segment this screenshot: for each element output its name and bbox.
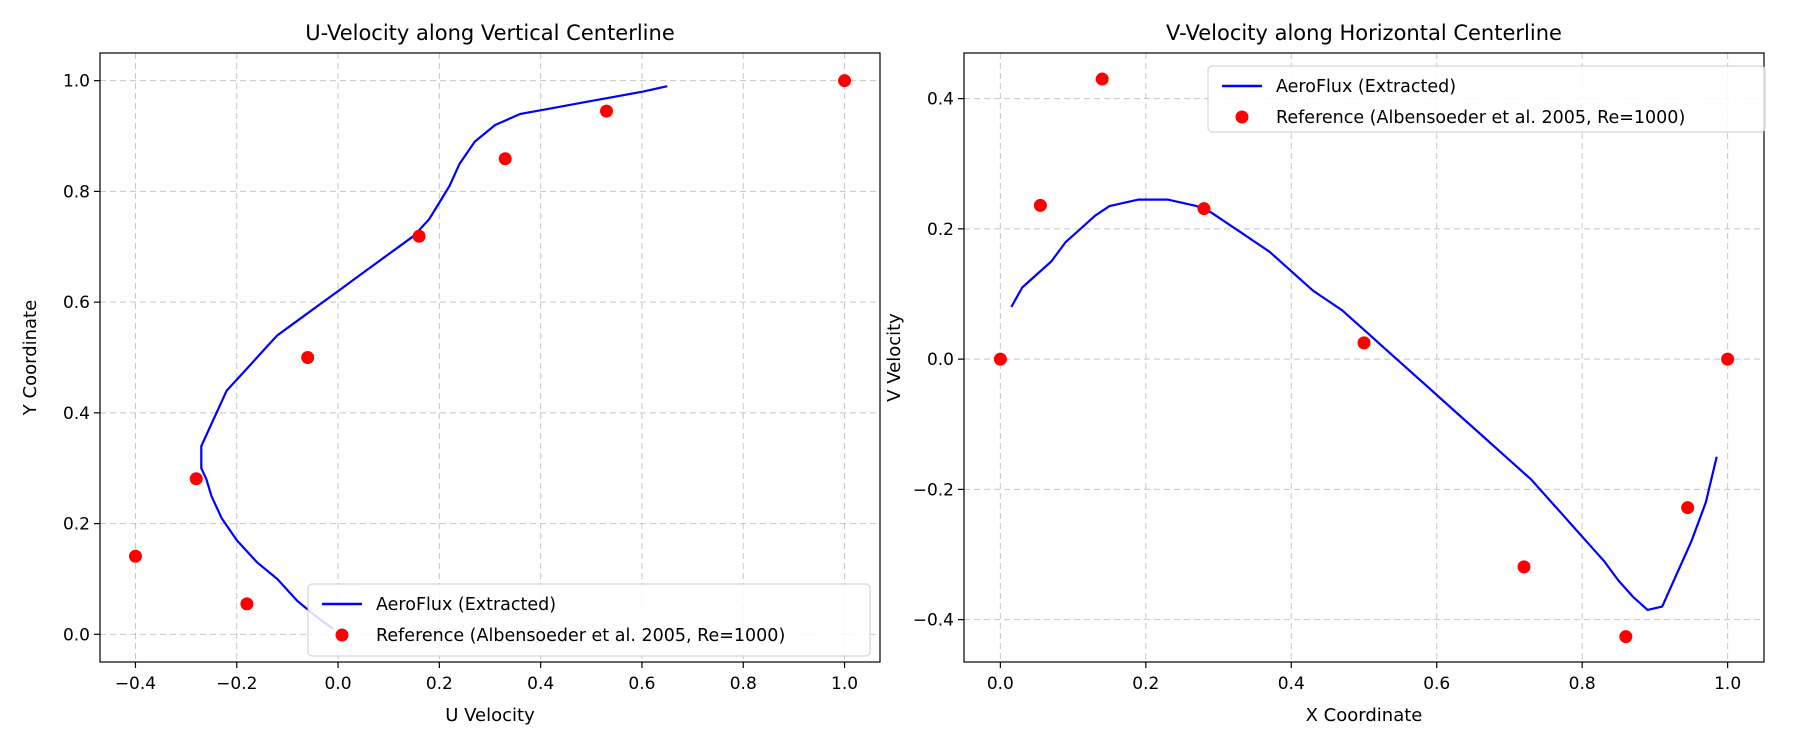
reference-point (1721, 352, 1735, 366)
y-tick-label: 0.0 (927, 350, 954, 370)
y-tick-label: 0.6 (63, 293, 90, 313)
reference-point (1197, 202, 1211, 216)
reference-point (1517, 560, 1531, 574)
y-tick-label: 0.0 (63, 625, 90, 645)
reference-point (838, 74, 852, 88)
legend-label: AeroFlux (Extracted) (1276, 77, 1456, 97)
x-tick-label: −0.2 (216, 674, 257, 694)
x-tick-label: 0.4 (1278, 674, 1305, 694)
legend-label: AeroFlux (Extracted) (376, 595, 556, 615)
x-tick-label: 0.2 (426, 674, 453, 694)
reference-point (1095, 72, 1109, 86)
reference-point (412, 229, 426, 243)
y-axis-label: V Velocity (884, 313, 905, 402)
chart-title: U-Velocity along Vertical Centerline (305, 21, 675, 45)
reference-point (1681, 501, 1695, 515)
reference-point (189, 472, 203, 486)
x-tick-label: 0.6 (628, 674, 655, 694)
y-tick-label: −0.2 (913, 480, 954, 500)
series-line-aeroflux (1010, 198, 1718, 612)
y-tick-label: 0.4 (927, 90, 954, 110)
reference-point (128, 549, 142, 563)
y-tick-label: −0.4 (913, 611, 954, 631)
x-tick-label: 0.4 (527, 674, 554, 694)
legend-label: Reference (Albensoeder et al. 2005, Re=1… (376, 626, 785, 646)
reference-point (240, 597, 254, 611)
x-tick-label: 0.0 (325, 674, 352, 694)
x-tick-label: 0.2 (1132, 674, 1159, 694)
x-tick-label: 0.6 (1423, 674, 1450, 694)
axes-frame (99, 52, 881, 663)
x-tick-label: 0.0 (987, 674, 1014, 694)
u-velocity-panel: −0.4 −0.2 0.0 0.2 0.4 0.6 0.8 1.0 0.0 0.2 0.4 0.6 0.… (20, 21, 881, 726)
x-tick-label: −0.4 (115, 674, 156, 694)
x-tick-label: 1.0 (1714, 674, 1741, 694)
x-tick-label: 0.8 (1569, 674, 1596, 694)
reference-point (599, 104, 613, 118)
axes-frame (963, 52, 1765, 663)
y-tick-label: 1.0 (63, 72, 90, 92)
legend: AeroFlux (Extracted) Reference (Albensoed… (1207, 65, 1766, 133)
y-tick-label: 0.2 (63, 515, 90, 535)
reference-point (1619, 630, 1633, 644)
reference-point (301, 351, 315, 364)
legend-label: Reference (Albensoeder et al. 2005, Re=1… (1276, 108, 1685, 128)
x-tick-label: 0.8 (730, 674, 757, 694)
reference-point (498, 152, 512, 166)
y-tick-label: 0.4 (63, 404, 90, 424)
y-tick-label: 0.8 (63, 182, 90, 202)
reference-point (1357, 336, 1371, 350)
legend-box (1207, 65, 1766, 133)
y-tick-label: 0.2 (927, 220, 954, 240)
legend-box (307, 583, 871, 657)
v-velocity-panel: 0.0 0.2 0.4 0.6 0.8 1.0 −0.4 −0.2 0.0 0.2 0.4 V-Vel… (884, 21, 1766, 726)
x-axis-label: U Velocity (445, 705, 535, 726)
x-axis-label: X Coordinate (1306, 705, 1423, 726)
legend-marker-swatch (335, 628, 349, 642)
chart-title: V-Velocity along Horizontal Centerline (1166, 21, 1562, 45)
y-axis-label: Y Coordinate (20, 300, 41, 416)
legend-marker-swatch (1235, 110, 1249, 124)
legend: AeroFlux (Extracted) Reference (Albensoed… (307, 583, 871, 657)
series-line-aeroflux (200, 85, 668, 630)
reference-point (1033, 198, 1047, 212)
x-tick-label: 1.0 (831, 674, 858, 694)
reference-point (993, 352, 1007, 366)
